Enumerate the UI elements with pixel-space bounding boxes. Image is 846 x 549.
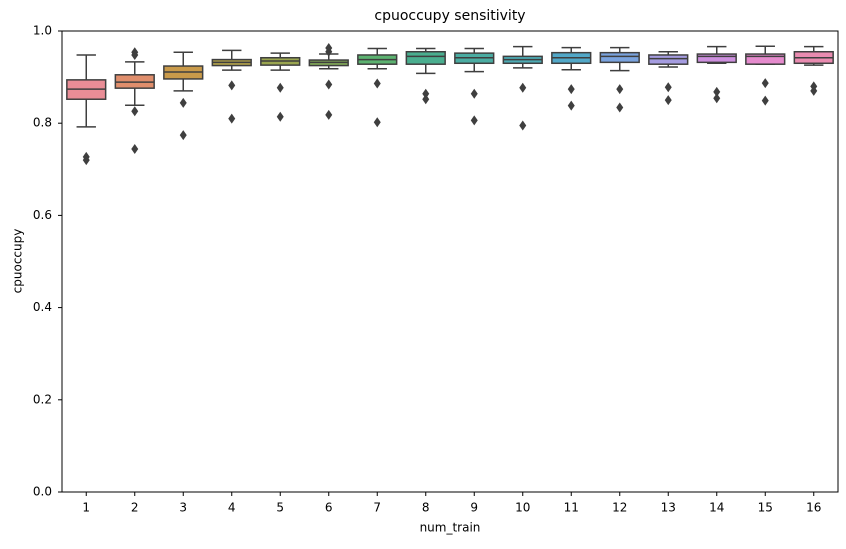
x-tick-label: 1 — [82, 501, 90, 515]
y-axis-label: cpuoccupy — [11, 229, 25, 294]
outlier — [325, 46, 333, 57]
x-tick-label: 10 — [515, 501, 530, 515]
chart-title: cpuoccupy sensitivity — [374, 8, 525, 24]
box — [648, 54, 689, 65]
y-tick-label: 0.6 — [33, 208, 52, 222]
x-tick-label: 15 — [758, 501, 773, 515]
box — [405, 50, 446, 65]
box — [745, 53, 786, 65]
outlier — [664, 82, 672, 93]
x-tick-label: 6 — [325, 501, 333, 515]
x-axis-label: num_train — [420, 521, 481, 535]
y-tick-label: 0.4 — [33, 300, 52, 314]
outlier — [616, 102, 624, 113]
outlier — [373, 117, 381, 128]
x-tick-label: 3 — [179, 501, 187, 515]
outlier — [616, 84, 624, 95]
outlier — [228, 113, 236, 124]
outlier — [567, 84, 575, 95]
outlier — [82, 155, 90, 166]
outlier — [325, 79, 333, 90]
x-tick-label: 8 — [422, 501, 430, 515]
x-tick-label: 11 — [564, 501, 579, 515]
outlier — [470, 88, 478, 99]
x-tick-label: 16 — [806, 501, 821, 515]
outlier — [519, 82, 527, 93]
outlier — [470, 115, 478, 126]
x-tick-label: 2 — [131, 501, 139, 515]
y-tick-label: 0.8 — [33, 116, 52, 130]
outlier — [373, 78, 381, 89]
x-tick-label: 13 — [661, 501, 676, 515]
x-tick-label: 9 — [470, 501, 478, 515]
outlier — [131, 49, 139, 60]
outlier — [713, 86, 721, 97]
x-tick-label: 5 — [276, 501, 284, 515]
outlier — [276, 82, 284, 93]
outlier — [810, 85, 818, 96]
outlier — [567, 100, 575, 111]
x-tick-label: 7 — [373, 501, 381, 515]
outlier — [179, 97, 187, 108]
y-tick-label: 0.0 — [33, 485, 52, 499]
outlier — [664, 95, 672, 106]
y-tick-label: 1.0 — [33, 24, 52, 38]
outlier — [761, 78, 769, 89]
outlier — [519, 120, 527, 131]
y-tick-label: 0.2 — [33, 392, 52, 406]
outlier — [276, 111, 284, 122]
outlier — [325, 109, 333, 120]
x-tick-label: 12 — [612, 501, 627, 515]
plot-frame — [61, 30, 839, 493]
outlier — [179, 130, 187, 141]
outlier — [422, 88, 430, 99]
x-tick-label: 14 — [709, 501, 724, 515]
outlier — [131, 106, 139, 117]
outlier — [228, 80, 236, 91]
outlier — [761, 95, 769, 106]
outlier — [131, 144, 139, 155]
box — [599, 51, 640, 64]
outlier — [422, 94, 430, 105]
x-tick-label: 4 — [228, 501, 236, 515]
box — [696, 53, 737, 64]
outlier — [713, 93, 721, 104]
